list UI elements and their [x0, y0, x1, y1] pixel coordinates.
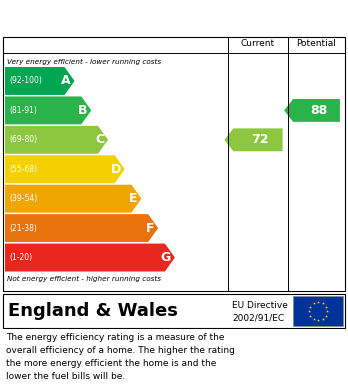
Polygon shape	[5, 155, 125, 183]
Polygon shape	[5, 244, 175, 271]
Polygon shape	[224, 128, 283, 151]
Text: (21-38): (21-38)	[9, 224, 37, 233]
Text: (1-20): (1-20)	[9, 253, 32, 262]
Text: (55-68): (55-68)	[9, 165, 37, 174]
Polygon shape	[5, 67, 74, 95]
Polygon shape	[5, 126, 108, 154]
Text: A: A	[61, 74, 71, 88]
Text: E: E	[129, 192, 137, 205]
Text: (39-54): (39-54)	[9, 194, 37, 203]
Polygon shape	[284, 99, 340, 122]
Polygon shape	[5, 97, 91, 124]
Text: Current: Current	[241, 39, 275, 48]
Bar	[293, 296, 343, 326]
Text: EU Directive: EU Directive	[232, 301, 288, 310]
Text: (69-80): (69-80)	[9, 135, 37, 144]
Text: C: C	[95, 133, 104, 146]
Text: 88: 88	[310, 104, 327, 117]
Text: Not energy efficient - higher running costs: Not energy efficient - higher running co…	[7, 276, 161, 282]
Text: England & Wales: England & Wales	[8, 302, 178, 320]
Text: (81-91): (81-91)	[9, 106, 37, 115]
Text: Very energy efficient - lower running costs: Very energy efficient - lower running co…	[7, 59, 161, 65]
Text: D: D	[110, 163, 121, 176]
Text: Potential: Potential	[296, 39, 337, 48]
Text: Energy Efficiency Rating: Energy Efficiency Rating	[10, 10, 232, 25]
Text: (92-100): (92-100)	[9, 77, 42, 86]
Text: F: F	[146, 222, 154, 235]
Text: B: B	[78, 104, 87, 117]
Text: 72: 72	[251, 133, 269, 146]
Text: The energy efficiency rating is a measure of the
overall efficiency of a home. T: The energy efficiency rating is a measur…	[6, 333, 235, 380]
Polygon shape	[5, 185, 141, 213]
Polygon shape	[5, 214, 158, 242]
Text: G: G	[161, 251, 171, 264]
Text: 2002/91/EC: 2002/91/EC	[232, 314, 284, 323]
